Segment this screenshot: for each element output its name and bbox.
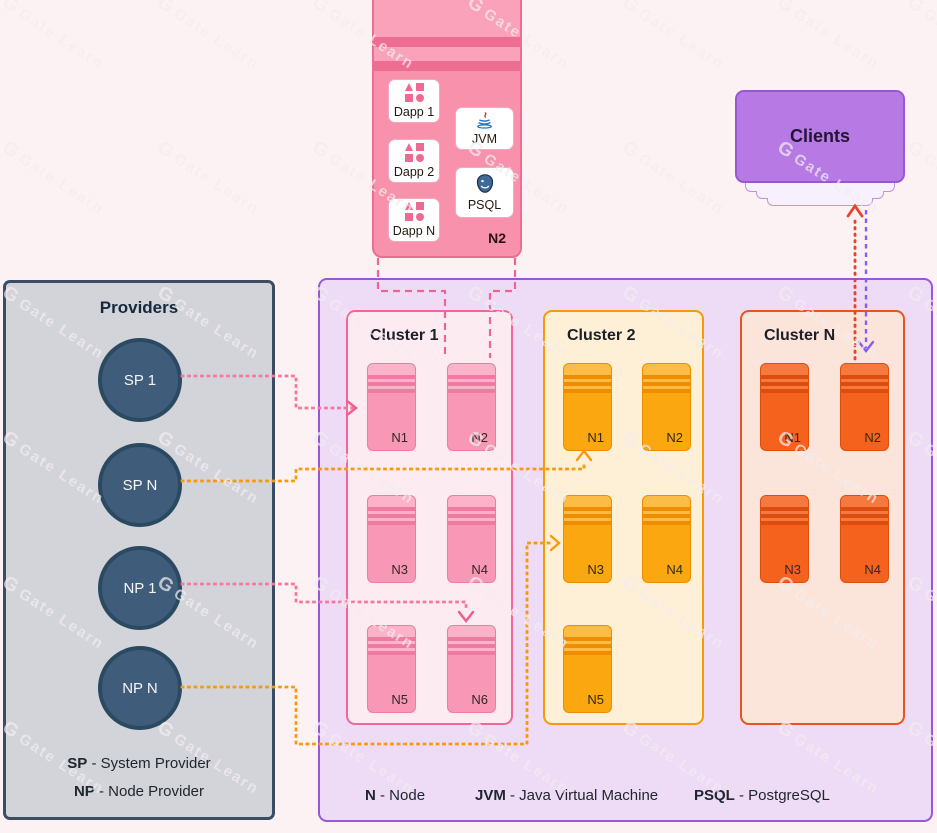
cluster-title: Cluster N [764, 327, 836, 344]
gate-learn-watermark: GGate Learn [773, 0, 883, 74]
dapp-label: Dapp 2 [393, 165, 435, 179]
node: N2 [447, 363, 496, 451]
providers-box: Providers SP 1 SP N NP 1 NP N SP - System P… [3, 280, 275, 820]
node-label: N1 [784, 430, 801, 445]
clients-label: Clients [789, 126, 850, 146]
provider-circle: SP N [98, 443, 182, 527]
node: N3 [367, 495, 416, 583]
clients-stack-layer [767, 198, 873, 206]
dapp-icon [404, 143, 424, 162]
clients-box: Clients [735, 90, 905, 183]
jvm-label: JVM [472, 131, 497, 146]
gate-learn-watermark: GGate Learn [153, 0, 263, 74]
node: N4 [840, 495, 889, 583]
node: N6 [447, 625, 496, 713]
dapp-n-card: Dapp N [388, 198, 440, 242]
dapp-label: Dapp 1 [393, 105, 435, 119]
node-legend-item: PSQL - PostgreSQL [694, 787, 830, 804]
node-label: N1 [587, 430, 604, 445]
node-label: N6 [471, 692, 488, 707]
gate-learn-watermark: GGate Learn [0, 137, 108, 219]
node-label: N2 [864, 430, 881, 445]
node: N4 [447, 495, 496, 583]
psql-label: PSQL [467, 198, 502, 212]
gate-learn-watermark: GGate Learn [903, 0, 937, 73]
node-label: N3 [784, 562, 801, 577]
java-icon [477, 111, 492, 129]
node: N2 [840, 363, 889, 451]
gate-learn-watermark: GGate Learn [618, 137, 728, 219]
dapp-2-card: Dapp 2 [388, 139, 440, 183]
cluster-2: Cluster 2 N1 N2 N3 N4 N5 [543, 310, 704, 725]
node-label: N5 [391, 692, 408, 707]
arrowhead-up [846, 203, 864, 218]
node-label: N3 [391, 562, 408, 577]
node-label: N1 [391, 430, 408, 445]
gate-learn-watermark: GGate Learn [618, 0, 728, 74]
psql-card: PSQL [455, 167, 514, 218]
cluster-n-nodes: N1 N2 N3 N4 [742, 312, 903, 723]
detail-node-label: N2 [488, 230, 506, 246]
dapp-icon [404, 202, 424, 221]
node-label: N4 [864, 562, 881, 577]
node-label: N3 [587, 562, 604, 577]
provider-circle: SP 1 [98, 338, 182, 422]
node: N1 [760, 363, 809, 451]
gate-learn-watermark: GGate Learn [903, 137, 937, 218]
provider-circle: NP N [98, 646, 182, 730]
node: N2 [642, 363, 691, 451]
node: N5 [367, 625, 416, 713]
node: N4 [642, 495, 691, 583]
node-label: N2 [471, 430, 488, 445]
cluster-n: Cluster N N1 N2 N3 N4 [740, 310, 905, 725]
cluster-1: Cluster 1 N1 N2 N3 N4 N5 N6 [346, 310, 513, 725]
cluster-title: Cluster 2 [567, 327, 636, 344]
node: N3 [563, 495, 612, 583]
jvm-card: JVM [455, 107, 514, 150]
providers-title: Providers [99, 298, 179, 317]
node-label: N4 [471, 562, 488, 577]
node-label: N5 [587, 692, 604, 707]
node-legend-item: N - Node [365, 787, 426, 804]
dapp-label: Dapp N [392, 224, 436, 238]
node: N3 [760, 495, 809, 583]
node: N1 [563, 363, 612, 451]
cluster-2-nodes: N1 N2 N3 N4 N5 [545, 312, 702, 723]
gate-learn-watermark: GGate Learn [0, 0, 108, 74]
dapp-1-card: Dapp 1 [388, 79, 440, 123]
node: N5 [563, 625, 612, 713]
node-label: N2 [666, 430, 683, 445]
node-n2-detail-box: Dapp 1 Dapp 2 Dapp N JVM [372, 0, 522, 258]
provider-legend-item: NP - Node Provider [73, 783, 205, 800]
providers-legend: SP - System Provider NP - Node Provider [6, 755, 272, 811]
dapp-icon [404, 83, 424, 102]
gate-learn-watermark: GGate Learn [153, 137, 263, 219]
provider-legend-item: SP - System Provider [67, 755, 211, 772]
cluster-1-nodes: N1 N2 N3 N4 N5 N6 [348, 312, 511, 723]
postgresql-icon [476, 174, 493, 193]
node-legend-item: JVM - Java Virtual Machine [475, 787, 659, 804]
provider-circle: NP 1 [98, 546, 182, 630]
node: N1 [367, 363, 416, 451]
node-label: N4 [666, 562, 683, 577]
